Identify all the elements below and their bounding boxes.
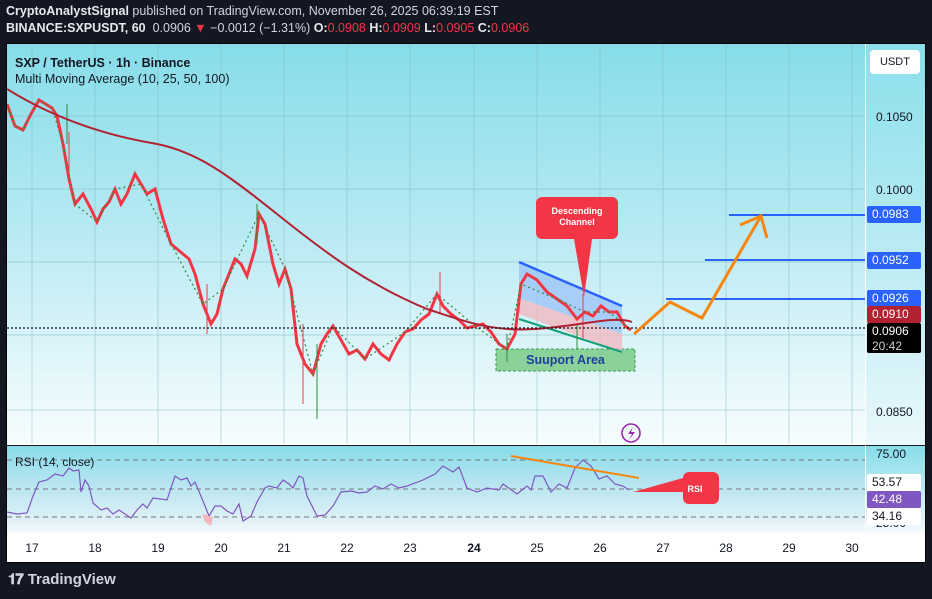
time-tick: 25 (530, 541, 544, 555)
close-label: C: (477, 21, 491, 35)
rsi-callout (633, 472, 719, 504)
tradingview-logo[interactable]: 𝟏𝟕 TradingView (8, 571, 116, 588)
high-label: H: (369, 21, 383, 35)
rsi-pane[interactable]: RSI RSI (14, close) (7, 445, 865, 533)
time-tick: 19 (151, 541, 165, 555)
close-value: 0.0906 (490, 21, 530, 35)
rsi-title[interactable]: RSI (14, close) (15, 455, 95, 469)
brand-name: TradingView (27, 571, 116, 588)
target-badge-3: 0.0983 (867, 206, 921, 223)
support-area-label: Suuport Area (526, 353, 605, 367)
price-pane[interactable]: Descending Channel SXP / TetherUS · 1h · … (7, 44, 865, 444)
price-tick: 0.1050 (876, 110, 913, 124)
lightning-icon (621, 423, 641, 443)
indicator-label[interactable]: Multi Moving Average (10, 25, 50, 100) (15, 72, 230, 86)
ma-badge: 0.0910 (867, 306, 921, 323)
time-tick: 24 (467, 541, 481, 555)
time-tick: 22 (340, 541, 354, 555)
time-axis[interactable]: 17 18 19 20 21 22 23 24 25 26 27 28 29 3… (7, 533, 925, 562)
price-tick: 0.1000 (876, 183, 913, 197)
rsi-line (7, 459, 630, 522)
rsi-axis[interactable]: 75.00 25.00 53.57 42.48 34.16 (865, 445, 925, 533)
price-chart-svg: Descending Channel (7, 44, 865, 444)
time-tick: 18 (88, 541, 102, 555)
author-name[interactable]: CryptoAnalystSignal (6, 4, 129, 18)
time-tick: 20 (214, 541, 228, 555)
grid (7, 44, 865, 444)
time-tick: 30 (845, 541, 859, 555)
time-tick: 26 (593, 541, 607, 555)
currency-button[interactable]: USDT (870, 50, 920, 74)
time-tick: 28 (719, 541, 733, 555)
last-price-value: 0.0906 (872, 324, 909, 338)
time-tick: 21 (277, 541, 291, 555)
bar-countdown: 20:42 (872, 339, 903, 353)
price-tick: 0.0850 (876, 405, 913, 419)
channel-label: Descending Channel (551, 206, 602, 227)
chart-title: SXP / TetherUS · 1h · Binance (15, 56, 191, 70)
last-price: 0.0906 (152, 21, 191, 35)
down-arrow-icon: ▼ (194, 21, 207, 35)
low-value: 0.0905 (436, 21, 475, 35)
chart-frame: Descending Channel SXP / TetherUS · 1h · … (6, 43, 926, 563)
rsi-callout-label: RSI (687, 484, 702, 494)
rsi-level-a: 53.57 (867, 474, 921, 491)
open-value: 0.0908 (327, 21, 366, 35)
time-tick: 27 (656, 541, 670, 555)
rsi-level-b: 34.16 (867, 508, 921, 525)
projection-arrow (633, 215, 763, 336)
rsi-chart-svg: RSI (7, 455, 865, 526)
symbol: BINANCE:SXPUSDT, 60 (6, 21, 146, 35)
time-tick: 29 (782, 541, 796, 555)
open-label: O: (313, 21, 328, 35)
low-label: L: (424, 21, 437, 35)
high-value: 0.0909 (382, 21, 421, 35)
channel-callout (536, 197, 618, 297)
target-badge-2: 0.0952 (867, 252, 921, 269)
tradingview-logo-icon: 𝟏𝟕 (8, 571, 24, 588)
support-area (495, 348, 636, 372)
publish-header: CryptoAnalystSignal published on Trading… (6, 4, 498, 18)
rsi-value-badge: 42.48 (867, 491, 921, 508)
symbol-header: BINANCE:SXPUSDT, 60 0.0906 ▼ −0.0012 (−1… (6, 21, 529, 35)
target-badge-1: 0.0926 (867, 290, 921, 307)
published-text: published on TradingView.com, November 2… (132, 4, 499, 18)
price-change: −0.0012 (−1.31%) (210, 21, 311, 35)
time-tick: 17 (25, 541, 39, 555)
time-tick: 23 (403, 541, 417, 555)
rsi-upper: 75.00 (876, 447, 907, 461)
last-price-badge: 0.0906 20:42 (867, 323, 921, 353)
